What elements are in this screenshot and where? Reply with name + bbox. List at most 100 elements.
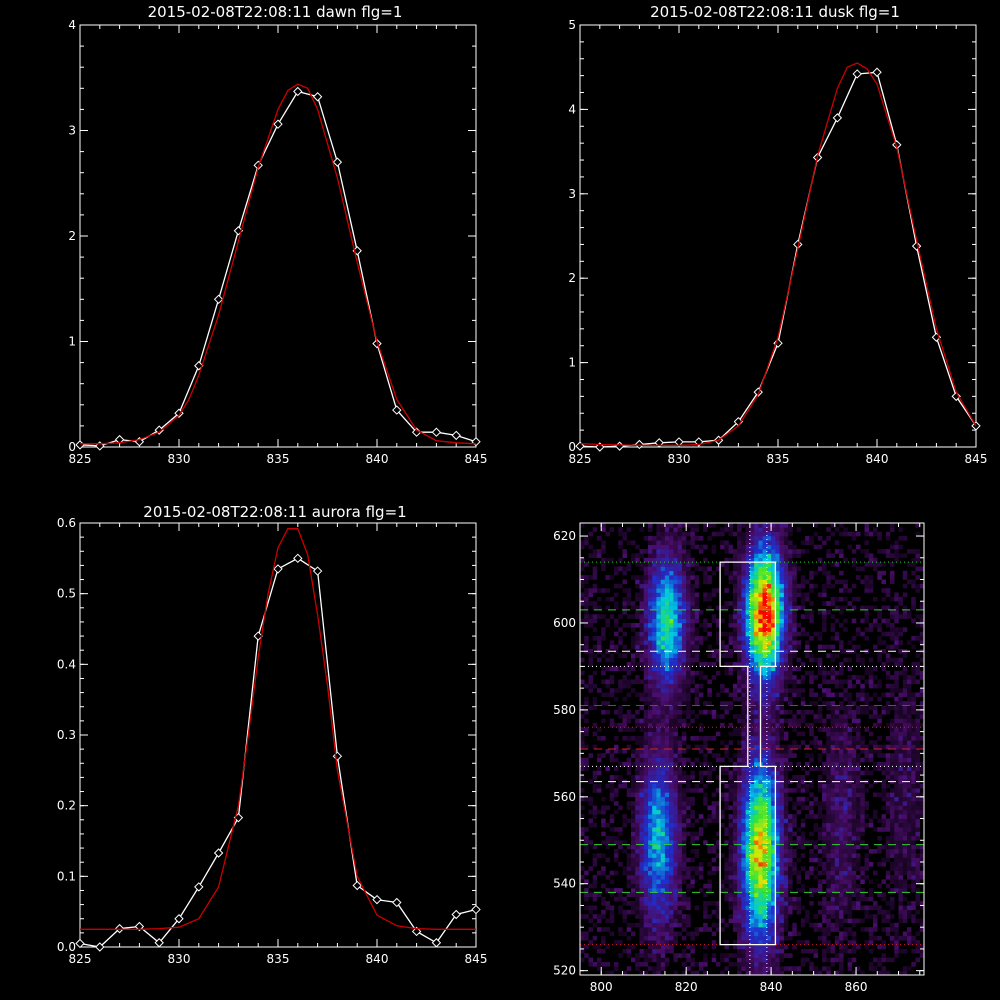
heatmap-cell bbox=[732, 583, 738, 589]
heatmap-cell bbox=[635, 553, 640, 558]
data-point-marker bbox=[471, 904, 481, 915]
heatmap-cell bbox=[677, 840, 683, 845]
heatmap-cell bbox=[669, 931, 674, 937]
heatmap-cell bbox=[677, 914, 683, 919]
x-tick-label: 840 bbox=[366, 952, 389, 966]
heatmap-cell bbox=[673, 909, 678, 915]
heatmap-cell bbox=[830, 827, 836, 832]
heatmap-cell bbox=[822, 744, 827, 750]
heatmap-cell bbox=[749, 736, 755, 741]
heatmap-cell bbox=[639, 623, 644, 628]
heatmap-cell bbox=[779, 631, 785, 637]
heatmap-cell bbox=[669, 562, 674, 567]
heatmap-cell bbox=[656, 588, 661, 593]
heatmap-cell bbox=[686, 966, 691, 971]
heatmap-cell bbox=[618, 540, 623, 545]
heatmap-cell bbox=[724, 896, 729, 902]
heatmap-cell bbox=[788, 627, 793, 632]
heatmap-cell bbox=[656, 727, 661, 732]
heatmap-cell bbox=[711, 614, 717, 619]
heatmap-cell bbox=[766, 688, 772, 693]
heatmap-cell bbox=[847, 883, 853, 889]
heatmap-cell bbox=[681, 605, 687, 611]
heatmap-cell bbox=[775, 835, 780, 841]
data-point-marker bbox=[852, 69, 862, 79]
heatmap-cell bbox=[694, 866, 700, 871]
data-point-marker bbox=[174, 914, 184, 924]
heatmap-cell bbox=[826, 644, 831, 650]
heatmap-cell bbox=[656, 570, 661, 576]
heatmap-cell bbox=[805, 948, 810, 954]
heatmap-cell bbox=[677, 722, 683, 728]
heatmap-cell bbox=[762, 544, 768, 550]
heatmap-cell bbox=[758, 814, 763, 819]
heatmap-cell bbox=[792, 562, 797, 567]
heatmap-cell bbox=[766, 814, 772, 819]
heatmap-cell bbox=[728, 523, 734, 528]
heatmap-cell bbox=[741, 814, 746, 819]
heatmap-cell bbox=[745, 766, 751, 771]
heatmap-cell bbox=[817, 809, 823, 815]
heatmap-cell bbox=[660, 623, 666, 628]
heatmap-cell bbox=[771, 783, 776, 789]
heatmap-cell bbox=[745, 566, 751, 572]
heatmap-cell bbox=[754, 844, 759, 850]
heatmap-cell bbox=[643, 922, 649, 928]
heatmap-cell bbox=[690, 575, 695, 580]
heatmap-cell bbox=[788, 883, 793, 889]
heatmap-cell bbox=[720, 957, 725, 963]
heatmap-cell bbox=[741, 775, 746, 780]
heatmap-cell bbox=[652, 636, 657, 641]
heatmap-cell bbox=[843, 688, 848, 693]
heatmap-cell bbox=[584, 640, 589, 645]
heatmap-cell bbox=[664, 653, 670, 658]
heatmap-cell bbox=[826, 905, 831, 911]
heatmap-cell bbox=[771, 553, 776, 558]
heatmap-cell bbox=[783, 801, 789, 806]
heatmap-cell bbox=[601, 549, 606, 554]
heatmap-cell bbox=[775, 714, 780, 719]
heatmap-cell bbox=[779, 549, 785, 554]
heatmap-cell bbox=[771, 948, 776, 954]
heatmap-cell bbox=[673, 788, 678, 793]
heatmap-cell bbox=[830, 731, 836, 737]
heatmap-cell bbox=[669, 749, 674, 754]
heatmap-cell bbox=[677, 692, 683, 698]
heatmap-cell bbox=[686, 783, 691, 789]
heatmap-cell bbox=[749, 827, 755, 832]
heatmap-cell bbox=[614, 649, 619, 654]
heatmap-cell bbox=[720, 853, 725, 858]
heatmap-cell bbox=[796, 801, 802, 806]
heatmap-cell bbox=[660, 849, 666, 854]
heatmap-cell bbox=[592, 814, 598, 819]
heatmap-cell bbox=[673, 888, 678, 893]
heatmap-cell bbox=[724, 953, 729, 958]
heatmap-cell bbox=[822, 540, 827, 545]
heatmap-cell bbox=[669, 583, 674, 589]
heatmap-cell bbox=[758, 536, 763, 541]
heatmap-cell bbox=[715, 531, 721, 537]
heatmap-cell bbox=[826, 883, 831, 889]
x-tick-label: 825 bbox=[569, 452, 592, 466]
heatmap-cell bbox=[779, 553, 785, 558]
heatmap-cell bbox=[741, 866, 746, 871]
heatmap-cell bbox=[788, 523, 793, 528]
x-tick-label: 830 bbox=[668, 452, 691, 466]
x-tick-label: 845 bbox=[965, 452, 988, 466]
heatmap-cell bbox=[758, 566, 763, 572]
heatmap-cell bbox=[766, 927, 772, 932]
heatmap-cell bbox=[788, 953, 793, 958]
heatmap-cell bbox=[771, 935, 776, 941]
heatmap-cell bbox=[648, 714, 653, 719]
heatmap-cell bbox=[809, 809, 814, 815]
heatmap-cell bbox=[660, 770, 666, 776]
heatmap-cell bbox=[741, 892, 746, 897]
heatmap-cell bbox=[749, 614, 755, 619]
heatmap-cell bbox=[609, 718, 615, 724]
heatmap-cell bbox=[796, 592, 802, 598]
heatmap-cell bbox=[656, 631, 661, 637]
heatmap-cell bbox=[839, 796, 844, 802]
heatmap-cell bbox=[745, 831, 751, 837]
heatmap-cell bbox=[775, 566, 780, 572]
heatmap-cell bbox=[754, 709, 759, 715]
